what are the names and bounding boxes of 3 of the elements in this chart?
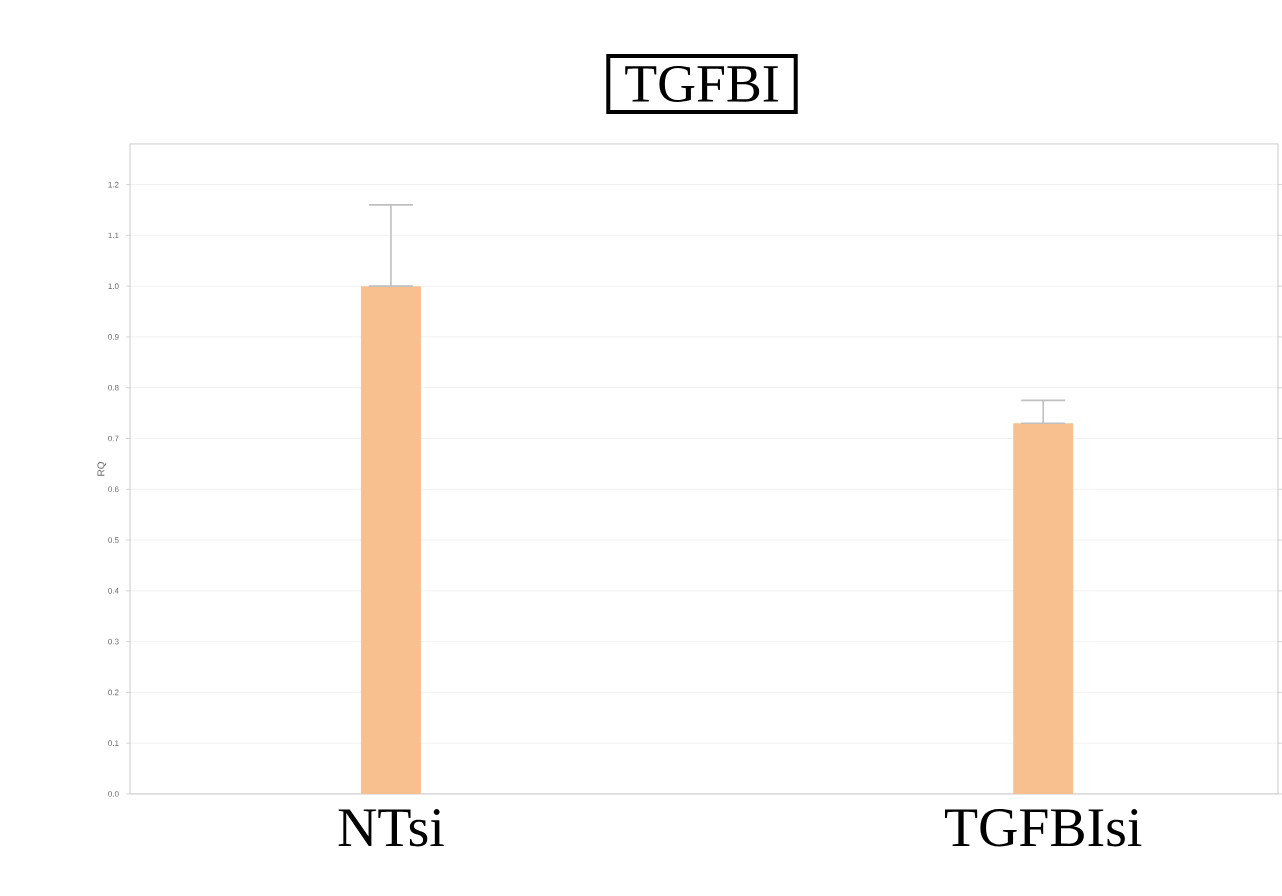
chart-title: TGFBI	[625, 65, 778, 103]
x-tick-label: NTsi	[338, 809, 444, 847]
x-tick-label: TGFBIsi	[945, 809, 1142, 847]
